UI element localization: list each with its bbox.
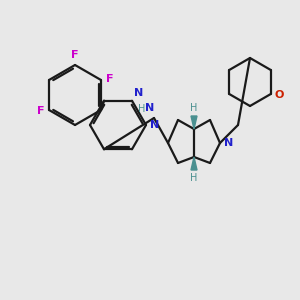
Text: N: N bbox=[134, 88, 143, 98]
Text: O: O bbox=[275, 90, 284, 100]
Text: N: N bbox=[150, 120, 159, 130]
Text: N: N bbox=[146, 103, 154, 113]
Text: F: F bbox=[37, 106, 44, 116]
Text: F: F bbox=[106, 74, 113, 84]
Text: H: H bbox=[190, 173, 198, 183]
Text: N: N bbox=[224, 138, 233, 148]
Text: F: F bbox=[71, 50, 79, 60]
Text: H: H bbox=[138, 104, 146, 114]
Text: H: H bbox=[190, 103, 198, 113]
Polygon shape bbox=[191, 157, 197, 170]
Polygon shape bbox=[191, 116, 197, 129]
